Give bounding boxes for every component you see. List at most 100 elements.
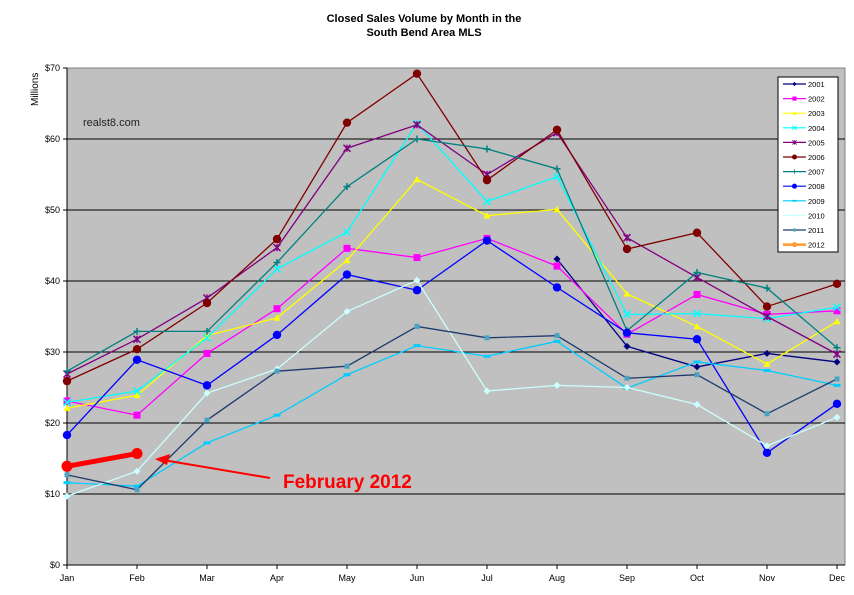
data-point bbox=[793, 228, 796, 232]
legend-item: 2002 bbox=[783, 95, 825, 104]
data-point bbox=[412, 120, 422, 129]
data-point bbox=[413, 135, 421, 143]
data-point bbox=[342, 118, 352, 127]
legend-item: 2010 bbox=[783, 211, 825, 220]
data-point bbox=[62, 376, 72, 386]
series-2007 bbox=[63, 135, 841, 375]
data-point bbox=[792, 111, 797, 115]
data-point bbox=[63, 404, 71, 411]
data-point bbox=[763, 284, 771, 292]
y-tick-label: $70 bbox=[45, 63, 60, 73]
data-point bbox=[203, 349, 211, 357]
data-point bbox=[273, 305, 281, 313]
data-point bbox=[483, 212, 491, 219]
data-point bbox=[484, 335, 490, 341]
data-point bbox=[693, 363, 701, 371]
data-point bbox=[552, 125, 562, 134]
chart-title-line2: South Bend Area MLS bbox=[366, 27, 481, 39]
data-point bbox=[623, 342, 631, 350]
series-line bbox=[66, 325, 838, 491]
legend: 2001 2002 2003 2004 2005 2006 2007 2008 2009 2010… bbox=[777, 76, 839, 253]
data-point bbox=[133, 391, 141, 399]
data-point bbox=[553, 262, 561, 270]
data-point bbox=[64, 472, 70, 478]
data-point bbox=[62, 398, 72, 407]
y-tick-label: $10 bbox=[45, 489, 60, 499]
data-point bbox=[792, 213, 797, 218]
data-point bbox=[272, 243, 282, 252]
data-point bbox=[553, 255, 561, 263]
x-tick-label: Feb bbox=[129, 573, 145, 583]
data-point bbox=[132, 387, 142, 396]
data-point bbox=[482, 197, 492, 206]
data-point bbox=[762, 448, 772, 458]
series-line bbox=[66, 138, 838, 372]
legend-label: 2012 bbox=[808, 241, 825, 250]
x-tick-label: Apr bbox=[270, 573, 284, 583]
series-line bbox=[66, 122, 838, 404]
series-2009 bbox=[63, 339, 841, 488]
y-tick-label: $30 bbox=[45, 347, 60, 357]
data-point bbox=[792, 139, 797, 145]
legend-label: 2009 bbox=[808, 197, 825, 206]
data-point bbox=[412, 286, 422, 295]
data-point bbox=[763, 360, 771, 367]
legend-item: 2005 bbox=[783, 138, 825, 147]
y-tick-label: $50 bbox=[45, 205, 60, 215]
data-point bbox=[63, 481, 71, 485]
data-point bbox=[693, 401, 701, 409]
data-point bbox=[133, 411, 141, 419]
annotation-arrow bbox=[162, 459, 271, 479]
data-point bbox=[344, 363, 350, 369]
data-point bbox=[204, 417, 210, 423]
data-point bbox=[61, 460, 73, 472]
data-point bbox=[792, 169, 797, 174]
data-point bbox=[833, 358, 841, 366]
data-point bbox=[622, 244, 632, 254]
data-point bbox=[792, 125, 797, 131]
data-point bbox=[553, 165, 561, 173]
data-point bbox=[203, 327, 211, 335]
data-point bbox=[203, 389, 211, 397]
annotation-label: February 2012 bbox=[283, 472, 412, 493]
x-tick-label: Jun bbox=[410, 573, 425, 583]
series-2006 bbox=[62, 69, 842, 386]
y-tick-label: $40 bbox=[45, 276, 60, 286]
data-point bbox=[623, 384, 631, 391]
data-point bbox=[274, 368, 280, 374]
data-point bbox=[413, 276, 421, 284]
series-2004 bbox=[62, 119, 842, 407]
chart-title-line1: Closed Sales Volume by Month in the bbox=[327, 13, 522, 25]
series-2010 bbox=[63, 276, 841, 500]
data-point bbox=[272, 330, 282, 340]
data-point bbox=[343, 308, 351, 316]
data-point bbox=[343, 244, 351, 252]
data-point bbox=[622, 310, 632, 319]
legend-label: 2007 bbox=[808, 168, 825, 177]
x-tick-label: Nov bbox=[759, 573, 776, 583]
legend-label: 2010 bbox=[808, 211, 825, 220]
data-point bbox=[791, 242, 798, 248]
data-point bbox=[202, 333, 212, 342]
data-point bbox=[62, 430, 72, 440]
data-point bbox=[414, 323, 420, 329]
data-point bbox=[412, 69, 422, 78]
data-point bbox=[622, 328, 632, 338]
series-line bbox=[66, 451, 138, 469]
x-tick-label: Jan bbox=[60, 573, 75, 583]
y-tick-label: $60 bbox=[45, 134, 60, 144]
data-point bbox=[791, 154, 798, 160]
data-point bbox=[483, 387, 491, 395]
data-point bbox=[694, 372, 700, 378]
legend-item: 2009 bbox=[783, 197, 825, 206]
data-point bbox=[482, 236, 492, 245]
data-point bbox=[343, 256, 351, 264]
x-tick-label: Dec bbox=[829, 573, 846, 583]
legend-item: 2003 bbox=[783, 109, 825, 118]
data-point bbox=[134, 487, 140, 493]
data-point bbox=[791, 183, 798, 189]
x-tick-label: Aug bbox=[549, 573, 565, 583]
y-axis-label: Millions bbox=[30, 73, 41, 106]
plot-area bbox=[66, 67, 846, 566]
data-point bbox=[623, 290, 631, 297]
